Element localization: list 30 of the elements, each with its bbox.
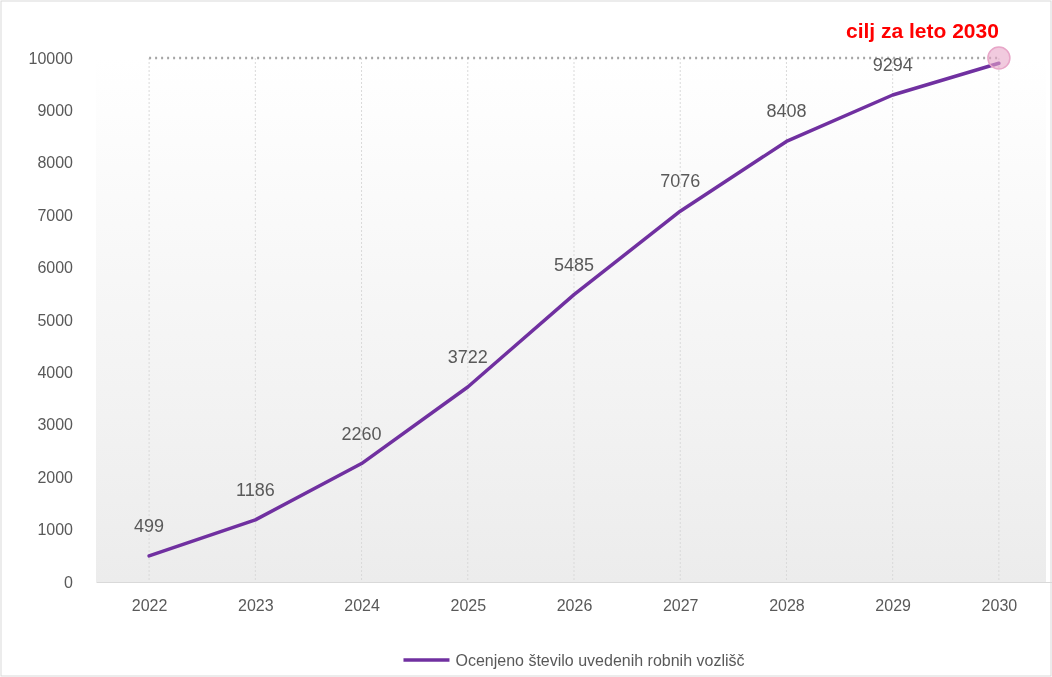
y-tick-label: 1000 xyxy=(37,521,74,539)
y-tick-label: 4000 xyxy=(37,364,74,382)
y-tick-label: 0 xyxy=(64,573,74,591)
x-tick-label: 2023 xyxy=(238,597,274,615)
y-tick-label: 3000 xyxy=(37,416,74,434)
x-tick-label: 2028 xyxy=(769,597,805,615)
x-tick-label: 2022 xyxy=(131,597,168,615)
y-tick-label: 5000 xyxy=(37,311,74,329)
y-tick-label: 9000 xyxy=(37,102,74,120)
data-label: 9294 xyxy=(872,54,913,75)
legend-label: Ocenjeno število uvedenih robnih vozlišč xyxy=(455,652,745,669)
data-label: 7076 xyxy=(660,171,701,192)
y-tick-label: 10000 xyxy=(28,49,74,67)
data-label: 1186 xyxy=(235,479,275,500)
y-tick-label: 6000 xyxy=(37,259,74,277)
y-tick-label: 2000 xyxy=(37,468,74,486)
y-tick-label: 8000 xyxy=(37,154,74,172)
x-tick-label: 2029 xyxy=(875,597,912,615)
data-label: 3722 xyxy=(447,346,488,367)
x-tick-label: 2024 xyxy=(344,597,380,615)
x-tick-label: 2027 xyxy=(662,597,699,615)
x-tick-label: 2025 xyxy=(450,597,487,615)
data-label: 2260 xyxy=(341,423,382,444)
x-tick-label: 2030 xyxy=(981,597,1018,615)
y-tick-label: 7000 xyxy=(37,206,74,224)
data-label: 5485 xyxy=(553,254,595,275)
data-label: 499 xyxy=(134,515,165,536)
x-tick-label: 2026 xyxy=(556,597,593,615)
annotation: cilj za leto 2030 xyxy=(845,19,999,42)
data-label: 8408 xyxy=(766,101,807,122)
